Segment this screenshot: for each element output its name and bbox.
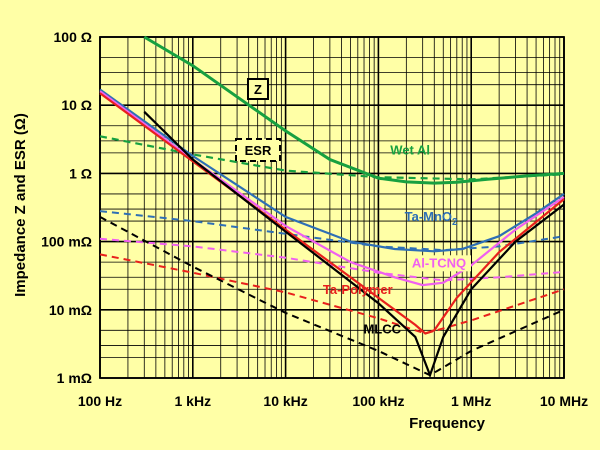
y-axis-title: Impedance Z and ESR (Ω) — [12, 113, 29, 297]
y-tick-label: 100 Ω — [54, 29, 92, 45]
wet-al-label: Wet Al — [390, 142, 430, 157]
x-tick-label: 100 kHz — [352, 393, 404, 409]
x-axis-ticks: 100 Hz 1 kHz 10 kHz 100 kHz 1 MHz 10 MHz — [78, 393, 588, 409]
plot-frame — [99, 36, 565, 379]
y-tick-label: 1 Ω — [69, 165, 92, 181]
y-axis-ticks: 100 Ω 10 Ω 1 Ω 100 mΩ 10 mΩ 1 mΩ — [41, 29, 92, 386]
al-tcnq-impedance-line — [99, 90, 565, 287]
mlcc-label: MLCC — [363, 321, 401, 336]
series-curves — [99, 35, 565, 379]
al-tcnq-esr-line — [99, 237, 565, 282]
legend-boxes: Z ESR — [235, 78, 281, 162]
ta-polymer-impedance-line — [99, 92, 565, 335]
x-tick-label: 10 kHz — [263, 393, 307, 409]
grid — [99, 36, 565, 379]
x-axis-title: Frequency — [409, 415, 486, 432]
al-tcnq-label-bg — [407, 255, 472, 272]
z-legend-label: Z — [254, 82, 262, 97]
x-tick-label: 1 MHz — [451, 393, 491, 409]
ta-mno2-impedance-line — [99, 88, 565, 253]
ta-mno2-label: Ta-MnO2 — [405, 209, 458, 228]
z-legend-box — [247, 78, 269, 100]
mlcc-impedance-line — [143, 111, 565, 379]
y-tick-label: 10 Ω — [61, 97, 92, 113]
x-tick-label: 100 Hz — [78, 393, 122, 409]
al-tcnq-label: Al-TCNQ — [412, 255, 466, 270]
x-tick-label: 1 kHz — [175, 393, 212, 409]
ta-mno2-esr-line — [99, 210, 565, 252]
mlcc-esr-line — [99, 216, 565, 377]
y-tick-label: 10 mΩ — [49, 302, 92, 318]
ta-polymer-label: Ta-Polymer — [323, 282, 393, 297]
series-labels: Wet Al Ta-MnO2 Al-TCNQ Ta-Polymer MLCC — [323, 142, 472, 336]
y-tick-label: 100 mΩ — [41, 234, 92, 250]
esr-legend-label: ESR — [245, 143, 272, 158]
x-tick-label: 10 MHz — [540, 393, 588, 409]
y-tick-label: 1 mΩ — [57, 370, 92, 386]
wet-al-impedance-line — [143, 35, 565, 185]
esr-legend-box — [235, 138, 281, 162]
